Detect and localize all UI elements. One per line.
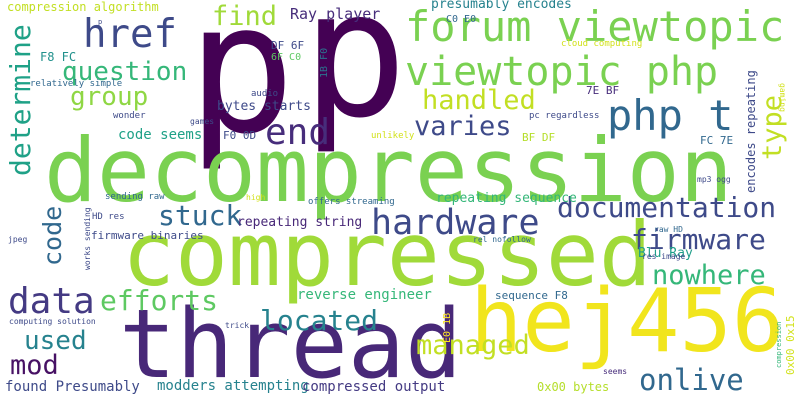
word-hardware: hardware xyxy=(371,203,540,243)
word-viewtopic-php: viewtopic php xyxy=(405,49,719,95)
word-stuck: stuck xyxy=(158,199,243,232)
word-onlive: onlive xyxy=(639,363,744,397)
word-blu-ray: Blu Ray xyxy=(638,246,693,261)
word-res-image: res image xyxy=(642,252,686,261)
word-code: code xyxy=(38,205,67,266)
word-relatively-simple: relatively simple xyxy=(30,79,123,89)
word-repeating-sequence: repeating sequence xyxy=(436,191,577,206)
word-determine: determine xyxy=(4,24,37,176)
word-cloud-computing: cloud computing xyxy=(561,39,643,49)
word-sequence-f8: sequence F8 xyxy=(495,289,568,302)
word-unlikely: unlikely xyxy=(371,131,415,141)
word-gaming: gaming xyxy=(778,83,787,112)
word-presumably-encodes: presumably encodes xyxy=(431,0,572,12)
word-works-sending: works sending xyxy=(83,207,92,270)
word-found-presumably: found Presumably xyxy=(5,379,140,395)
word-compression: compression xyxy=(775,321,783,368)
word-reverse-engineer: reverse engineer xyxy=(297,287,432,303)
word-nowhere: nowhere xyxy=(652,260,766,291)
word-forum-viewtopic: forum viewtopic xyxy=(405,2,785,51)
word-audio: audio xyxy=(251,89,279,99)
word-games: games xyxy=(190,117,215,126)
word-c0-e0: C0 E0 xyxy=(446,14,477,25)
word-fc-7e: FC 7E xyxy=(700,134,734,147)
word-e0-1b: E0 1B xyxy=(442,312,453,343)
word-href: href xyxy=(83,12,177,57)
word-documentation: documentation xyxy=(557,191,777,224)
word-used: used xyxy=(24,326,87,356)
word-p-large: p xyxy=(187,0,296,174)
word-trick: trick xyxy=(225,321,250,330)
word-code-seems: code seems xyxy=(118,127,203,143)
word-jpeg: jpeg xyxy=(8,235,28,244)
word-mp3-ogg: mp3 ogg xyxy=(697,175,731,184)
word-high: high xyxy=(246,193,266,202)
word-6f-c0: 6F C0 xyxy=(271,52,302,63)
word-compressed-output: compressed output xyxy=(302,379,446,395)
word-df-6f: DF 6F xyxy=(271,39,305,52)
word-pc-regardless: pc regardless xyxy=(529,111,600,121)
word-firmware: firmware xyxy=(631,223,766,256)
word-question: question xyxy=(62,57,188,87)
word-bf-df: BF DF xyxy=(522,131,556,144)
word-seems: seems xyxy=(603,367,628,376)
word-group: group xyxy=(70,82,149,112)
word-repeating-string: repeating string xyxy=(237,215,363,230)
word-varies: varies xyxy=(414,111,512,142)
word-compressed: compressed xyxy=(122,203,652,306)
word-7e-bf: 7E BF xyxy=(586,84,620,97)
word-f0-0d: F0 0D xyxy=(223,129,257,142)
word-handled: handled xyxy=(422,85,536,116)
word-0x00-0x15: 0x00 0x15 xyxy=(784,315,797,375)
word-decompression: decompression xyxy=(44,119,733,222)
word-php-t: php t xyxy=(607,91,734,140)
word-hej456: hej456 xyxy=(470,270,785,372)
word-0x00-bytes: 0x00 bytes xyxy=(537,380,610,394)
word-encodes-repeating: encodes repeating xyxy=(744,70,758,193)
word-modders-attempting: modders attempting xyxy=(157,378,309,394)
word-p-large-2: p xyxy=(302,0,408,157)
word-efforts: efforts xyxy=(100,284,219,317)
word-data: data xyxy=(8,281,95,322)
word-rel-nofollow: rel nofollow xyxy=(473,235,531,244)
word-find: find xyxy=(212,1,278,32)
word-end: end xyxy=(265,112,331,153)
word-computing-solution: computing solution xyxy=(9,317,96,326)
word-sending-raw: sending raw xyxy=(105,192,165,202)
word-1b-f0: 1B F0 xyxy=(319,47,330,78)
word-located: located xyxy=(260,304,379,337)
word-p-small: p xyxy=(98,18,103,26)
word-firmware-binaries: firmware binaries xyxy=(91,229,204,242)
word-wonder: wonder xyxy=(113,111,146,121)
word-managed: managed xyxy=(416,330,530,361)
word-offers-streaming: offers streaming xyxy=(308,197,395,207)
word-hd-res: HD res xyxy=(92,212,125,222)
word-ray-player: Ray player xyxy=(290,5,381,23)
word-raw-hd: raw HD xyxy=(654,225,683,234)
word-f8-fc: F8 FC xyxy=(40,50,77,64)
word-compression-algorithm: compression algorithm xyxy=(7,0,159,14)
word-thread: thread xyxy=(119,290,463,400)
word-bytes-starts: bytes starts xyxy=(217,99,311,114)
word-mod: mod xyxy=(10,350,59,381)
